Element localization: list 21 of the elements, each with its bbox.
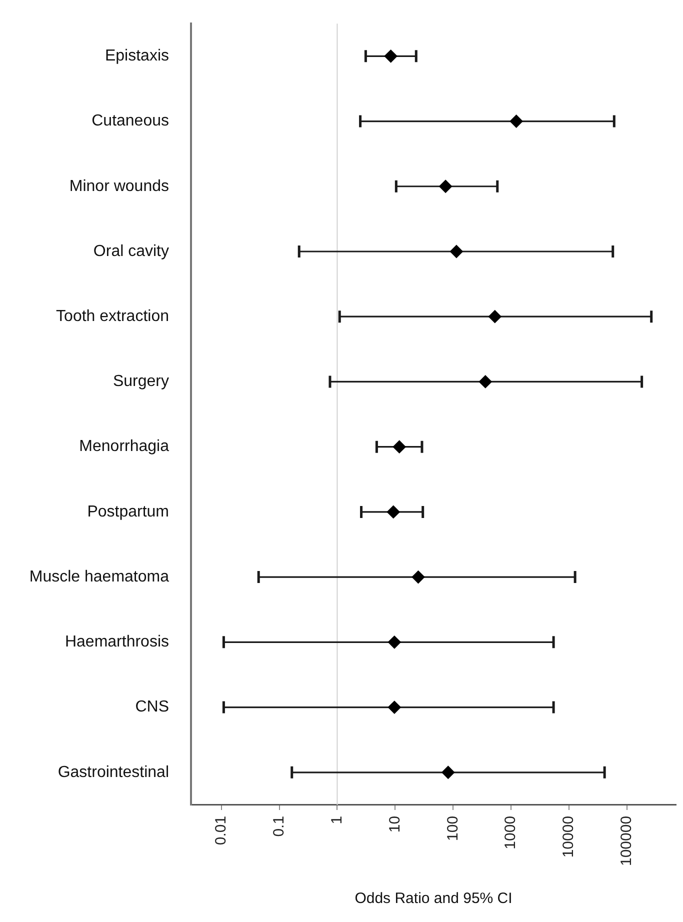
y-tick-label: Muscle haematoma [29,568,170,586]
x-tick-label: 0.1 [270,816,288,837]
y-tick-label: Gastrointestinal [58,764,169,781]
y-tick-label: CNS [135,698,169,716]
y-tick-label: Surgery [112,373,169,390]
y-tick-label: Cutaneous [92,112,169,130]
y-tick-label: Haemarthrosis [64,634,169,651]
y-tick-label: Minor wounds [69,178,169,195]
x-tick-label: 1 [328,816,346,824]
x-tick-label: 0.01 [212,816,230,846]
y-tick-label: Epistaxis [104,48,169,65]
x-tick-label: 10000 [560,816,578,858]
y-tick-label: Postpartum [87,503,169,520]
x-axis-title: Odds Ratio and 95% CI [354,890,512,908]
x-tick-label: 100000 [618,816,636,866]
x-tick-label: 100 [444,816,462,841]
y-tick-label: Oral cavity [93,242,169,260]
y-tick-label: Tooth extraction [56,308,169,326]
x-tick-label: 1000 [502,816,520,850]
y-tick-label: Menorrhagia [79,438,170,456]
x-tick-label: 10 [386,816,404,833]
